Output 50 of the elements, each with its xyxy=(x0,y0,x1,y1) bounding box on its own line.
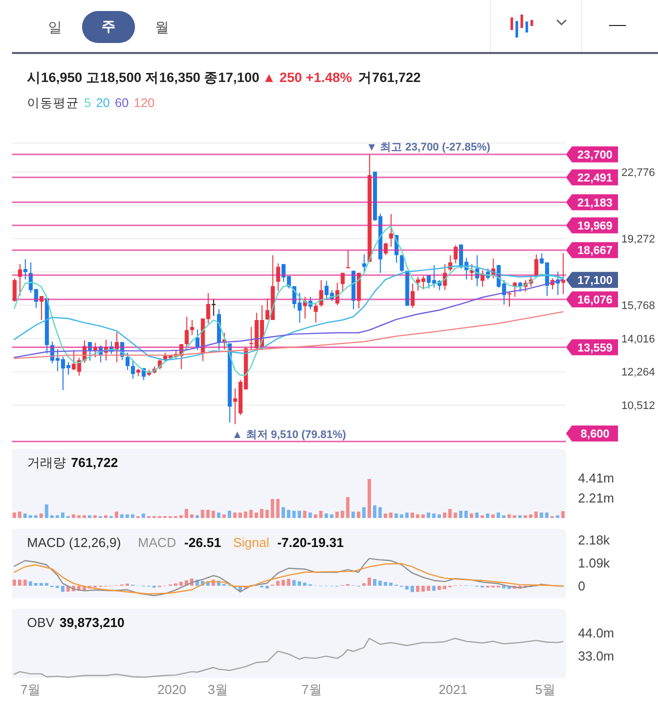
x-tick-label: 2020 xyxy=(157,682,186,697)
ref-line-label: 8,600 xyxy=(580,428,610,441)
y-tick-label: 4.41m xyxy=(578,470,614,486)
y-tick-label: 12,264 xyxy=(621,366,655,379)
annotation: 17,100 xyxy=(577,275,613,288)
y-tick-label: 1.09k xyxy=(578,555,610,570)
text: MACD xyxy=(138,535,176,550)
text: 120 xyxy=(134,96,155,110)
y-tick-label: 10,512 xyxy=(621,400,655,412)
x-tick-label: 2021 xyxy=(438,682,468,697)
text: 월 xyxy=(154,18,170,37)
y-tick-label: 2.21m xyxy=(578,490,614,506)
chart-subtitle: ▲ 250 +1.48% xyxy=(262,70,352,85)
y-tick-label: 2.18k xyxy=(578,532,610,548)
ref-line-label: 18,667 xyxy=(577,245,613,258)
annotation: ▲ 최저 9,510 (79.81%) xyxy=(232,429,346,442)
x-tick-label: 3월 xyxy=(208,682,228,697)
ref-line-label: 22,491 xyxy=(577,172,614,185)
text: 5 xyxy=(84,96,91,110)
selected-tab: 주 xyxy=(82,11,135,43)
y-tick-label: 19,272 xyxy=(621,233,655,246)
chart-title: 시16,950 고18,500 저16,350 종17,100 xyxy=(27,70,260,85)
text: 60 xyxy=(114,96,129,110)
ref-line-label: 13,559 xyxy=(577,342,613,354)
y-tick-label: 22,776 xyxy=(621,166,655,179)
annotation: ▼ 최고 23,700 (-27.85%) xyxy=(366,141,491,154)
ref-line-label: 21,183 xyxy=(577,197,613,210)
y-tick-label: 15,768 xyxy=(621,300,655,312)
text: 20 xyxy=(96,96,110,110)
text: 39,873,210 xyxy=(59,615,125,630)
y-tick-label: 0 xyxy=(578,578,586,594)
y-tick-label: 44.0m xyxy=(578,625,614,640)
ref-line-label: 19,969 xyxy=(577,220,613,232)
annotation: -7.20-19.31 xyxy=(277,535,344,550)
annotation: -26.51 xyxy=(184,535,222,550)
text: 일 xyxy=(47,18,63,37)
text: OBV xyxy=(27,615,54,630)
x-tick-label: 5월 xyxy=(535,682,556,697)
text: 거래량 xyxy=(27,455,66,470)
x-tick-label: 7월 xyxy=(20,682,41,697)
text: 거761,722 xyxy=(358,70,421,85)
x-tick-label: 7월 xyxy=(302,682,322,697)
text: 761,722 xyxy=(71,455,118,470)
y-tick-label: 33.0m xyxy=(578,648,614,664)
ref-line-label: 23,700 xyxy=(577,150,613,162)
legend-title: 이동평균 xyxy=(27,96,79,110)
ref-line-label: 16,076 xyxy=(577,294,613,306)
text: MACD (12,26,9) xyxy=(27,535,121,550)
text: Signal xyxy=(233,535,270,550)
y-tick-label: 14,016 xyxy=(621,333,655,346)
